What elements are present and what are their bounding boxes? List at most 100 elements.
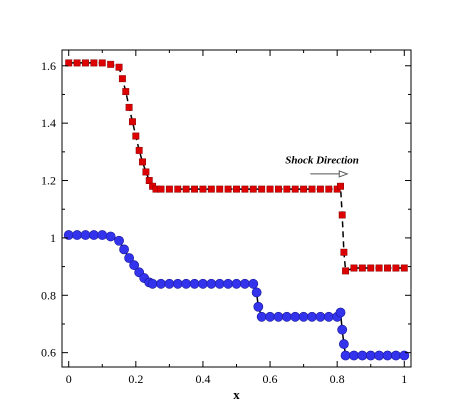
data-point-circle (382, 350, 393, 361)
x-axis: 0 0.2 0.4 0.6 0.8 1 (66, 50, 407, 386)
data-point-circle (214, 278, 225, 289)
data-point-circle (80, 230, 91, 240)
data-point-square (142, 168, 150, 176)
data-point-square (316, 185, 324, 193)
data-point-square (274, 185, 282, 193)
data-point-square (384, 264, 391, 272)
data-point-circle (129, 260, 140, 271)
data-point-circle (290, 311, 301, 322)
data-point-square (135, 146, 143, 154)
series-lines (68, 62, 405, 357)
data-point-square (98, 59, 106, 67)
y-tick-label: 0.8 (41, 288, 56, 302)
data-point-circle (114, 235, 124, 246)
data-point-square (73, 59, 81, 67)
data-point-circle (206, 278, 217, 289)
series-markers (63, 59, 410, 361)
data-point-circle (231, 278, 242, 289)
data-point-square (107, 60, 115, 68)
data-point-circle (239, 278, 250, 289)
data-point-circle (357, 350, 368, 361)
data-point-square (174, 185, 182, 193)
data-point-square (82, 59, 89, 67)
plot-frame (61, 49, 412, 368)
x-tick-label: 0.4 (195, 372, 210, 386)
data-point-circle (374, 350, 385, 361)
data-point-square (367, 264, 375, 272)
data-point-circle (340, 350, 351, 361)
data-point-square (358, 264, 366, 272)
data-point-square (375, 264, 383, 272)
data-point-square (350, 264, 358, 272)
x-tick-label: 0.2 (128, 372, 143, 386)
x-tick-label: 0.8 (330, 372, 345, 386)
data-point-square (400, 264, 408, 272)
annotation-text: Shock Direction (285, 154, 359, 166)
data-point-square (90, 59, 98, 67)
annotation: Shock Direction (285, 154, 359, 178)
data-point-circle (164, 278, 175, 289)
y-tick-label: 1.4 (41, 116, 56, 130)
data-point-square (125, 103, 133, 111)
data-point-square (300, 185, 308, 193)
data-point-circle (253, 301, 264, 312)
y-tick-label: 1.6 (41, 59, 56, 73)
data-point-square (308, 185, 316, 193)
data-point-square (129, 118, 136, 126)
data-point-square (216, 185, 224, 193)
data-point-square (122, 88, 130, 96)
data-point-circle (124, 253, 135, 263)
data-point-circle (181, 278, 192, 289)
data-point-square (118, 75, 126, 83)
data-point-circle (256, 311, 267, 322)
data-point-circle (251, 287, 262, 298)
data-point-circle (156, 278, 166, 289)
data-point-circle (337, 324, 348, 335)
x-tick-label: 0 (66, 372, 72, 386)
data-point-square (191, 185, 199, 193)
data-point-square (325, 185, 333, 193)
data-point-circle (273, 311, 284, 322)
data-point-circle (189, 278, 200, 289)
data-point-circle (119, 244, 129, 255)
data-point-circle (172, 278, 183, 289)
data-point-circle (72, 230, 83, 240)
x-tick-label: 1 (401, 372, 407, 386)
data-point-circle (323, 311, 334, 322)
data-point-square (340, 248, 348, 256)
data-point-square (337, 182, 344, 190)
data-point-square (342, 267, 350, 275)
data-point-square (65, 59, 73, 67)
data-point-circle (390, 350, 401, 361)
data-point-circle (298, 311, 309, 322)
annotation-arrow-head (338, 170, 349, 178)
data-point-square (258, 185, 266, 193)
data-point-circle (399, 350, 410, 361)
data-point-circle (307, 311, 317, 322)
data-point-square (291, 185, 299, 193)
y-tick-label: 1.2 (41, 174, 56, 188)
data-point-square (145, 177, 153, 184)
data-point-circle (349, 350, 359, 361)
data-point-square (249, 185, 257, 193)
data-point-circle (365, 350, 376, 361)
data-point-square (132, 132, 140, 140)
data-point-circle (223, 278, 234, 289)
data-point-square (157, 185, 165, 193)
data-point-square (139, 158, 146, 166)
data-point-square (207, 185, 215, 193)
x-axis-label: x (233, 387, 240, 402)
data-point-circle (88, 230, 99, 240)
y-axis: 0.6 0.8 1 1.2 1.4 1.6 (41, 59, 411, 360)
data-point-circle (105, 231, 116, 242)
x-tick-label: 0.6 (263, 372, 278, 386)
data-point-circle (248, 278, 259, 289)
data-point-square (338, 211, 346, 219)
data-point-square (283, 185, 291, 193)
data-point-circle (281, 311, 292, 322)
data-point-square (233, 185, 240, 193)
data-point-circle (265, 311, 275, 322)
series-line-2 (68, 234, 405, 357)
data-point-square (241, 185, 249, 193)
